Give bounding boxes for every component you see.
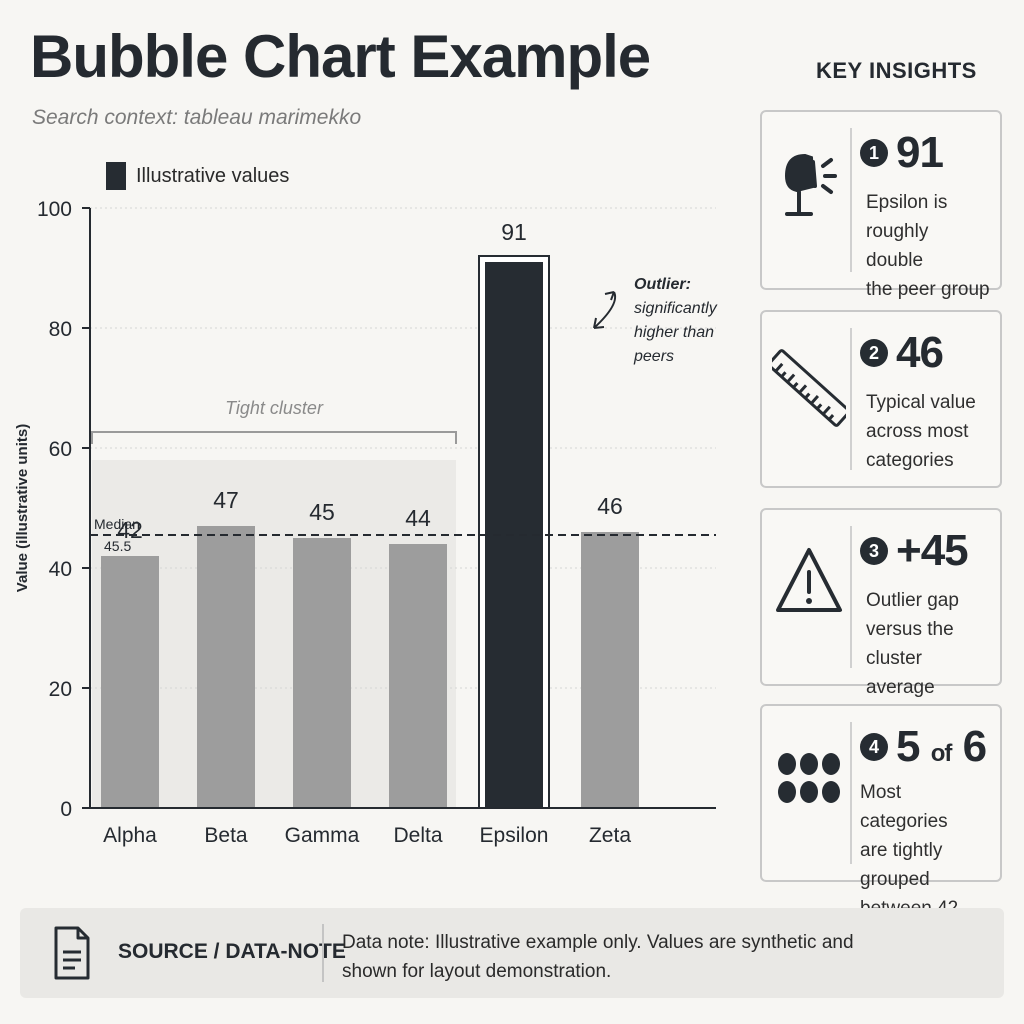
page-title: Bubble Chart Example [30, 23, 651, 90]
legend-label: Illustrative values [136, 164, 290, 187]
insight-value-of: of [930, 740, 953, 767]
x-tick-label: Zeta [589, 824, 631, 847]
insight-number-row: 4 5 of 6 [860, 722, 988, 772]
insight-card-1: 1 91 Epsilon is roughly double the peer … [760, 110, 1002, 300]
dot-grid-icon [770, 748, 848, 808]
footer-note: Data note: Illustrative example only. Va… [342, 928, 862, 986]
data-label: 47 [213, 487, 239, 513]
outlier-text: higher than [634, 324, 714, 341]
median-label: Median [94, 516, 140, 532]
card-divider [850, 128, 852, 272]
insight-card-4: 4 5 of 6 Most categories are tightly gro… [760, 704, 1002, 948]
insight-value-total: 6 [962, 722, 988, 771]
y-tick-label: 20 [49, 678, 72, 701]
footer-note-line: shown for layout demonstration. [342, 961, 612, 982]
insight-card-2: 2 46 Typical value across most categorie… [760, 310, 1002, 488]
bar-gamma [293, 538, 351, 808]
insight-line: categories [866, 450, 954, 471]
page-subtitle: Search context: tableau marimekko [32, 106, 362, 129]
insight-line: Typical value [866, 392, 976, 413]
outlier-text: significantly [634, 300, 718, 317]
data-label: 42 [117, 517, 143, 543]
insight-line: across most [866, 421, 969, 442]
insight-index-badge: 4 [860, 733, 888, 761]
data-label: 91 [501, 219, 527, 245]
insight-number-row: 3 +45 [860, 526, 969, 576]
insights-title: KEY INSIGHTS [816, 58, 977, 83]
x-tick-label: Epsilon [480, 824, 549, 847]
footer-label: SOURCE / DATA-NOTE [118, 940, 346, 963]
card-divider [850, 328, 852, 470]
insight-line: Outlier gap [866, 590, 959, 611]
y-tick-label: 100 [37, 198, 72, 221]
chart-legend: Illustrative values [106, 162, 289, 190]
y-tick-label: 80 [49, 318, 72, 341]
insight-description: Outlier gap versus the cluster average [866, 586, 990, 702]
source-footer: SOURCE / DATA-NOTE Data note: Illustrati… [20, 908, 1004, 998]
insight-line: versus the [866, 619, 954, 640]
spotlight-icon [770, 146, 848, 226]
outlier-arrow-head [593, 317, 605, 329]
insight-line: are tightly grouped [860, 840, 943, 890]
insight-value: 46 [896, 328, 944, 377]
y-tick-label: 60 [49, 438, 72, 461]
insight-value-main: 5 [896, 722, 921, 771]
insight-index-badge: 2 [860, 339, 888, 367]
x-tick-label: Delta [393, 824, 442, 847]
data-label: 44 [405, 505, 431, 531]
data-label: 45 [309, 499, 335, 525]
insight-description: Typical value across most categories [866, 388, 990, 475]
bar-beta [197, 526, 255, 808]
outlier-text: peers [633, 348, 674, 365]
insight-description: Epsilon is roughly double the peer group [866, 188, 990, 304]
insight-line: the peer group [866, 279, 990, 300]
warning-icon [770, 544, 848, 620]
insight-value: +45 [896, 526, 969, 575]
insight-value: 5 of 6 [896, 722, 988, 772]
insight-index-badge: 1 [860, 139, 888, 167]
footer-note-line: Data note: Illustrative example only. Va… [342, 932, 854, 953]
legend-swatch [106, 162, 126, 190]
y-tick-label: 40 [49, 558, 72, 581]
ruler-icon [770, 338, 848, 438]
y-tick-label: 0 [60, 798, 72, 821]
x-tick-label: Alpha [103, 824, 157, 847]
cluster-bracket [91, 431, 457, 444]
bar-zeta [581, 532, 639, 808]
insight-line: roughly double [866, 221, 929, 271]
data-label: 46 [597, 493, 623, 519]
card-divider [850, 722, 852, 864]
outlier-arrow [593, 291, 616, 329]
card-divider [850, 526, 852, 668]
outlier-arrow-tail [604, 291, 615, 301]
x-tick-label: Gamma [285, 824, 360, 847]
outlier-title: Outlier: [634, 276, 691, 293]
insight-index-badge: 3 [860, 537, 888, 565]
insight-line: Epsilon is [866, 192, 948, 213]
document-icon [52, 924, 92, 987]
insight-line: Most categories [860, 782, 948, 832]
insight-number-row: 2 46 [860, 328, 944, 378]
median-value-label: 45.5 [104, 538, 131, 554]
cluster-label: Tight cluster [225, 398, 324, 418]
footer-divider [322, 924, 324, 982]
bar-chart: 0 20 40 60 80 100 Median 45.542 Alpha 47 Beta 45 Gam… [14, 198, 718, 847]
y-axis-title: Value (illustrative units) [14, 424, 31, 592]
insight-line: cluster average [866, 648, 935, 698]
x-tick-label: Beta [204, 824, 248, 847]
bar-delta [389, 544, 447, 808]
insight-description: Most categories are tightly grouped betw… [860, 778, 990, 952]
insight-number-row: 1 91 [860, 128, 944, 178]
insight-value: 91 [896, 128, 944, 177]
insight-card-3: 3 +45 Outlier gap versus the cluster ave… [760, 508, 1002, 698]
bar-alpha [101, 556, 159, 808]
